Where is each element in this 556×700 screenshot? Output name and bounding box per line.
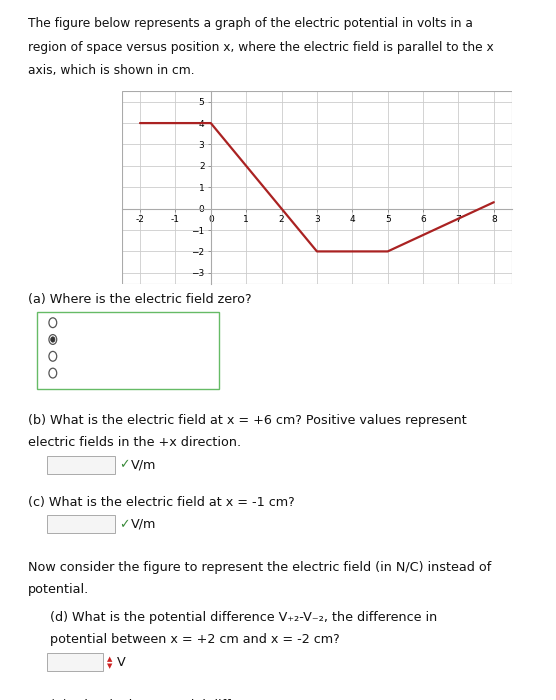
Text: axis, which is shown in cm.: axis, which is shown in cm.	[28, 64, 195, 77]
Text: (a) Where is the electric field zero?: (a) Where is the electric field zero?	[28, 293, 251, 306]
Text: -200/3: -200/3	[52, 460, 85, 470]
Text: ✓: ✓	[197, 372, 208, 385]
Text: ✓: ✓	[120, 518, 130, 531]
Text: V: V	[117, 656, 126, 668]
Text: electric fields in the +x direction.: electric fields in the +x direction.	[28, 436, 241, 449]
Text: (e) What is the potential difference V₈-V₀?: (e) What is the potential difference V₈-…	[50, 699, 317, 700]
Text: at both: at both	[63, 351, 103, 361]
Text: (d) What is the potential difference V₊₂-V₋₂, the difference in: (d) What is the potential difference V₊₂…	[50, 611, 437, 624]
Text: (b) What is the electric field at x = +6 cm? Positive values represent: (b) What is the electric field at x = +6…	[28, 414, 466, 427]
Text: (c) What is the electric field at x = -1 cm?: (c) What is the electric field at x = -1…	[28, 496, 295, 510]
Text: potential.: potential.	[28, 583, 89, 596]
Text: region of space versus position x, where the electric field is parallel to the x: region of space versus position x, where…	[28, 41, 494, 54]
Text: ✓: ✓	[120, 458, 130, 471]
Text: ▲: ▲	[107, 656, 112, 662]
Text: 0: 0	[52, 519, 58, 529]
Text: potential between x = +2 cm and x = -2 cm?: potential between x = +2 cm and x = -2 c…	[50, 634, 340, 647]
Text: The figure below represents a graph of the electric potential in volts in a: The figure below represents a graph of t…	[28, 18, 473, 31]
Text: 12: 12	[52, 657, 65, 667]
Text: at x = +2 cm: at x = +2 cm	[63, 318, 137, 328]
Text: ▼: ▼	[107, 663, 112, 668]
Text: at x = +4 cm: at x = +4 cm	[63, 335, 137, 344]
Text: Now consider the figure to represent the electric field (in N/C) instead of: Now consider the figure to represent the…	[28, 561, 491, 574]
Text: V/m: V/m	[131, 458, 156, 471]
Text: V/m: V/m	[131, 518, 156, 531]
Bar	[122, 91, 512, 284]
Text: at neither: at neither	[63, 368, 118, 378]
